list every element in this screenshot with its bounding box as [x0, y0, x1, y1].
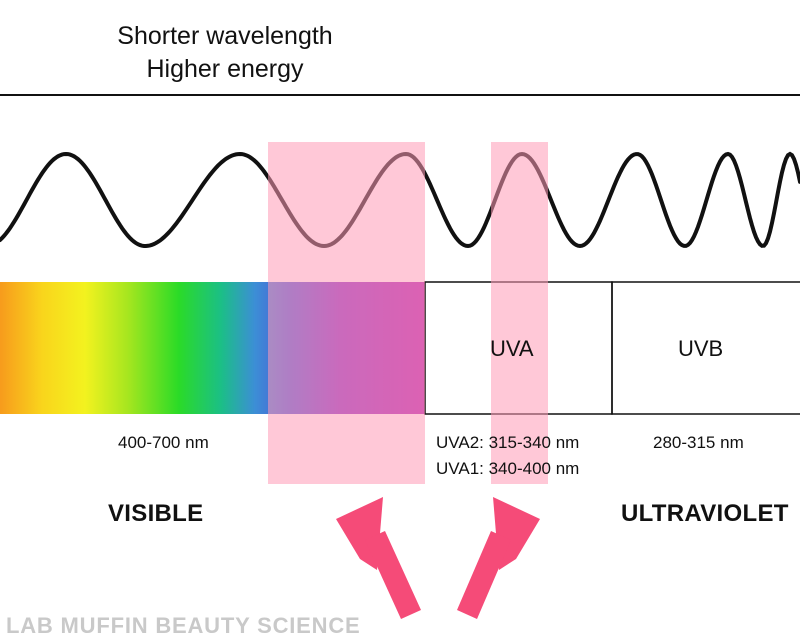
up-arrow-icon	[336, 497, 421, 619]
visible-heading: VISIBLE	[108, 500, 204, 527]
ultraviolet-heading: ULTRAVIOLET	[621, 500, 789, 527]
header-line-2: Higher energy	[146, 55, 304, 83]
uva2-range: UVA2: 315-340 nm	[436, 433, 580, 452]
header-line-1: Shorter wavelength	[117, 22, 333, 50]
uvb-label: UVB	[678, 336, 724, 361]
visible-range: 400-700 nm	[118, 433, 209, 452]
highlight-band-uva1	[491, 142, 548, 484]
uva1-range: UVA1: 340-400 nm	[436, 459, 580, 478]
up-arrow-icon	[457, 497, 540, 619]
uvb-box	[611, 281, 800, 415]
uva-label: UVA	[490, 336, 534, 361]
highlight-band-blue-violet	[268, 142, 425, 484]
uvb-range: 280-315 nm	[653, 433, 744, 452]
watermark: LAB MUFFIN BEAUTY SCIENCE	[6, 613, 361, 638]
